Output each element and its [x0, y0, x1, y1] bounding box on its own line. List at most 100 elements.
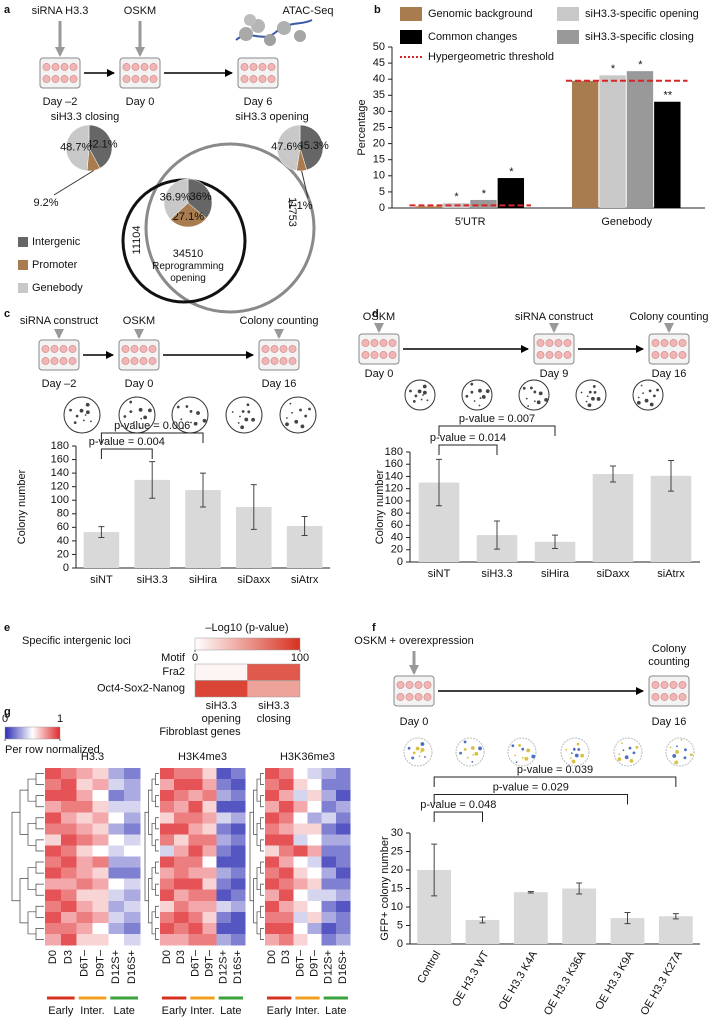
heatmap-cell	[321, 768, 337, 780]
colony-speck	[527, 405, 530, 407]
pie-slice	[276, 124, 301, 172]
heatmap-cell	[188, 834, 203, 846]
colorbar-tick-label: 0	[2, 713, 8, 725]
heatmap-cell	[60, 933, 77, 946]
heatmap-cell	[335, 845, 351, 857]
heatmap-cell	[188, 867, 203, 879]
group-label: Inter.	[190, 1005, 214, 1017]
colony-speck	[412, 751, 416, 755]
heatmap-cell	[202, 900, 217, 913]
column-label: D9T–	[308, 949, 320, 977]
y-axis-label: Colony number	[16, 469, 28, 544]
heatmap-cell	[124, 834, 141, 846]
heatmap-cell	[293, 779, 308, 791]
heatmap-cell	[279, 900, 294, 913]
heatmap-cell	[265, 834, 280, 846]
colony-speck	[644, 398, 649, 403]
heatmap-cell	[216, 790, 232, 802]
heatmap-cell	[307, 812, 322, 824]
bar	[562, 888, 597, 944]
dendrogram	[35, 861, 44, 874]
error-bar	[494, 520, 500, 550]
heatmap-cell	[92, 812, 109, 824]
plate-well	[279, 345, 288, 353]
heatmap-cell	[92, 823, 109, 835]
colony-speck	[525, 397, 528, 400]
plate-well	[660, 681, 669, 689]
heatmap-cell	[279, 823, 294, 835]
dendrogram	[148, 878, 152, 924]
colony-speck	[291, 411, 294, 414]
legend-label: Intergenic	[32, 236, 81, 248]
dendrogram	[260, 817, 264, 830]
colony-speck	[577, 748, 581, 751]
column-label: D16S+	[232, 950, 244, 984]
column-label: D6T–	[294, 949, 306, 977]
column-label: D12S+	[323, 950, 335, 984]
heatmap-cell	[76, 801, 93, 813]
day-label: Day –2	[42, 378, 77, 390]
heatmap-cell	[160, 889, 175, 902]
colorbar	[194, 637, 301, 651]
colony-speck	[176, 405, 180, 409]
colony-speck	[308, 407, 311, 411]
bar	[599, 75, 626, 208]
dendrogram	[148, 789, 152, 835]
legend-swatch	[400, 30, 422, 44]
error-bar	[610, 465, 616, 483]
colony-speck	[231, 411, 234, 413]
colony-well	[403, 737, 433, 767]
column-label: D0	[47, 950, 59, 964]
colony-speck	[466, 756, 469, 759]
colony-speck	[585, 400, 588, 403]
dendrogram	[256, 822, 261, 846]
colony-speck	[591, 396, 595, 401]
heatmap-cell	[160, 900, 175, 913]
dendrogram	[35, 795, 44, 808]
colony-speck	[420, 742, 425, 746]
colony-speck	[472, 753, 475, 756]
y-axis-label: GFP+ colony number	[379, 836, 391, 941]
dendrogram	[253, 789, 257, 835]
colony-speck	[185, 405, 189, 408]
heatmap-cell	[174, 801, 189, 813]
colorbar-label: Per row normalized	[5, 744, 100, 756]
bar	[497, 178, 525, 208]
dendrogram	[35, 883, 44, 896]
heatmap-cell	[279, 911, 294, 924]
colony-speck	[592, 385, 596, 388]
heatmap-cell	[202, 911, 217, 924]
pie-slice	[163, 178, 189, 220]
column-label: siH3.3 closing	[256, 700, 291, 725]
significance: *	[611, 63, 616, 75]
panel-label: f	[372, 622, 376, 634]
colony-speck	[247, 410, 251, 414]
heatmap-cell	[76, 845, 93, 857]
x-tick-label: OE H3.3 K36A	[542, 948, 589, 1017]
heatmap-cell	[92, 889, 109, 902]
heatmap-cell	[160, 867, 175, 879]
heatmap-cell	[265, 889, 280, 902]
y-tick-label: 0	[63, 562, 69, 574]
heatmap-cell	[60, 911, 77, 924]
colony-well	[560, 737, 590, 767]
step-label: Colony counting	[239, 315, 319, 327]
heatmap-cell	[160, 834, 175, 846]
legend-label: siH3.3-specific opening	[585, 8, 699, 20]
plate-well	[554, 351, 563, 359]
heatmap-cell	[279, 790, 294, 802]
colony-speck	[624, 755, 629, 760]
group-label: Inter.	[80, 1005, 104, 1017]
y-tick-label: 180	[385, 446, 403, 458]
heatmap-cell	[279, 768, 294, 780]
heatmap-cell	[174, 933, 189, 946]
heatmap-cell	[45, 911, 62, 924]
bar	[571, 80, 599, 208]
heatmap-cell	[108, 768, 125, 780]
colony-speck	[642, 392, 644, 395]
plate-well	[370, 339, 379, 347]
heatmap-cell	[202, 856, 217, 868]
x-tick-label: siH3.3	[481, 568, 512, 580]
plate-well	[267, 75, 276, 83]
